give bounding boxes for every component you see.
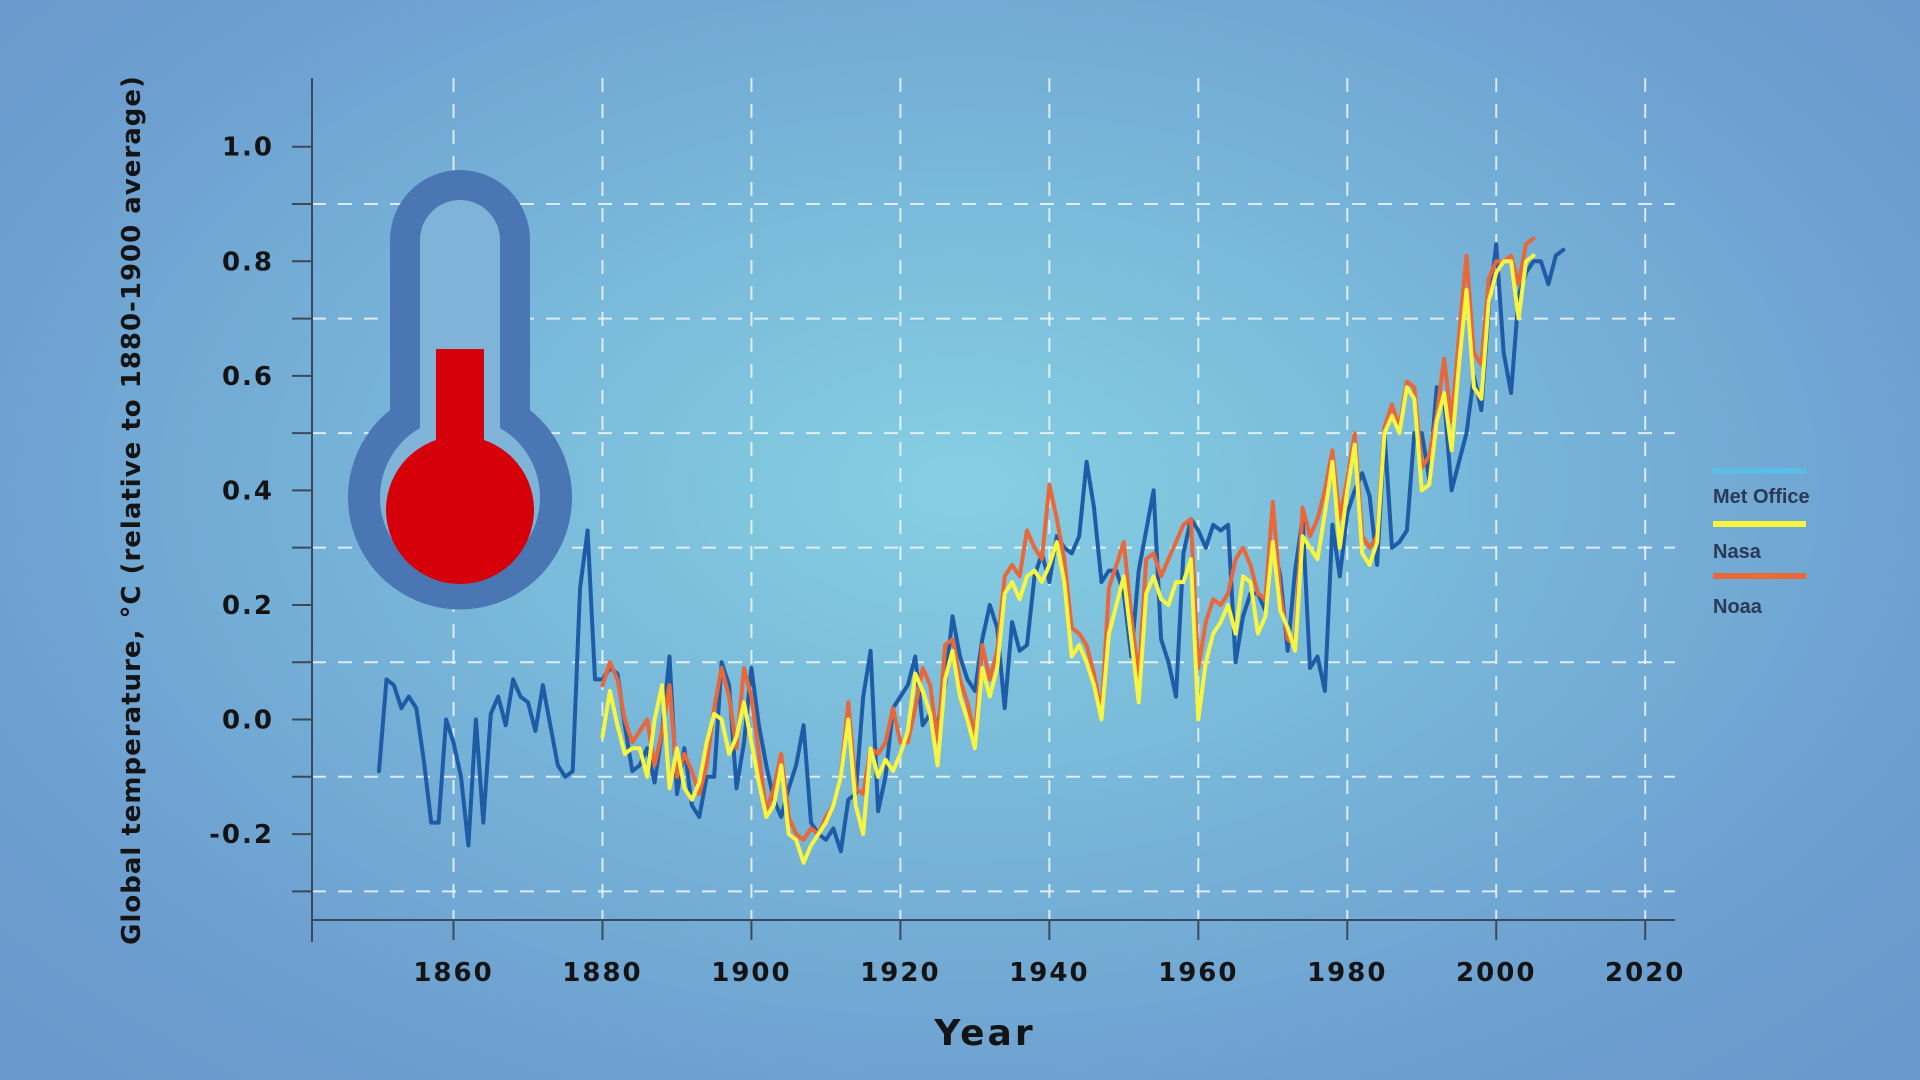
y-tick-label--0.2: -0.2 (209, 820, 274, 850)
x-axis-label: Year (933, 1013, 1035, 1054)
x-tick-label-1940: 1940 (1009, 958, 1089, 988)
x-tick-label-1920: 1920 (860, 958, 940, 988)
y-axis-label: Global temperature, °C (relative to 1880… (117, 75, 147, 945)
y-tick-label-0.4: 0.4 (222, 476, 274, 506)
legend-label-noaa: Noaa (1713, 596, 1763, 618)
x-tick-label-1880: 1880 (562, 958, 642, 988)
x-tick-label-2020: 2020 (1605, 958, 1685, 988)
y-tick-label-0.8: 0.8 (222, 247, 274, 277)
series-line-nasa (600, 253, 1536, 865)
legend-label-met-office: Met Office (1713, 486, 1810, 508)
x-tick-label-1960: 1960 (1158, 958, 1238, 988)
y-tick-label-0.2: 0.2 (222, 591, 274, 621)
tick-labels: 1860 1880 1900 1920 1940 1960 1980 2000 2020 -0.2… (209, 133, 1685, 988)
x-tick-label-2000: 2000 (1456, 958, 1536, 988)
x-tick-label-1900: 1900 (711, 958, 791, 988)
series-line-met-office (377, 242, 1566, 854)
data-series (377, 236, 1566, 865)
x-tick-label-1860: 1860 (413, 958, 493, 988)
axes (292, 78, 1675, 942)
y-tick-label-0.0: 0.0 (222, 706, 274, 736)
legend-label-nasa: Nasa (1713, 541, 1762, 563)
legend: Met Office Nasa Noaa (1713, 468, 1810, 618)
y-tick-label-1.0: 1.0 (222, 133, 274, 163)
y-tick-label-0.6: 0.6 (222, 362, 274, 392)
x-tick-label-1980: 1980 (1307, 958, 1387, 988)
thermometer-bulb (386, 436, 534, 584)
thermometer-icon (348, 170, 572, 610)
